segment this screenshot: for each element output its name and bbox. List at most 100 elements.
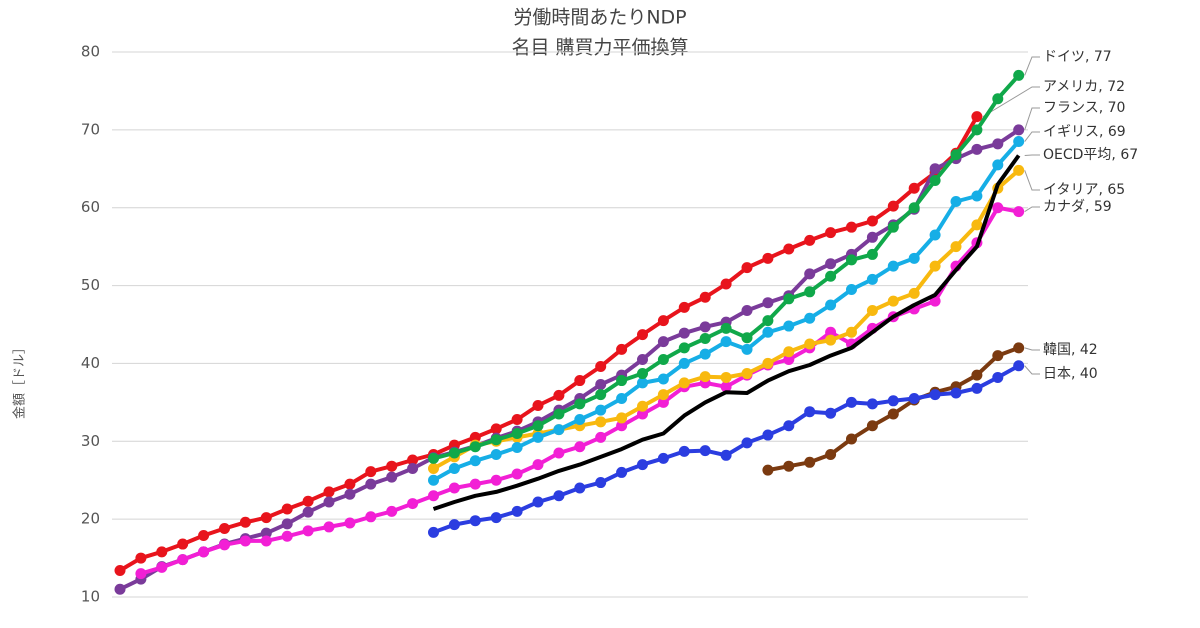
- data-point: [281, 530, 293, 542]
- data-point: [783, 243, 795, 255]
- series-label: アメリカ, 72: [1043, 79, 1125, 95]
- data-point: [783, 320, 795, 332]
- y-axis-label: 金額［ドル］: [12, 341, 28, 419]
- data-point: [616, 375, 628, 387]
- data-point: [720, 336, 732, 348]
- data-point: [657, 373, 669, 385]
- data-point: [469, 515, 481, 527]
- series: [428, 360, 1025, 538]
- data-point: [804, 234, 816, 246]
- data-point: [678, 445, 690, 457]
- data-point: [511, 413, 523, 425]
- leader-line: [982, 86, 1040, 118]
- data-point: [825, 449, 837, 461]
- data-point: [804, 406, 816, 418]
- data-point: [699, 348, 711, 360]
- data-point: [532, 459, 544, 471]
- data-point: [887, 260, 899, 272]
- leader-line: [1024, 365, 1040, 375]
- data-point: [762, 464, 774, 476]
- series-label: OECD平均, 67: [1043, 147, 1138, 163]
- data-point: [678, 377, 690, 389]
- data-point: [198, 546, 210, 558]
- data-point: [239, 535, 251, 547]
- data-point: [866, 248, 878, 260]
- leader-line: [1024, 347, 1040, 351]
- data-point: [616, 420, 628, 432]
- series: [428, 136, 1025, 486]
- data-point: [114, 583, 126, 595]
- data-point: [448, 482, 460, 494]
- data-point: [783, 293, 795, 305]
- data-point: [1013, 360, 1025, 372]
- data-point: [281, 518, 293, 530]
- data-point: [595, 404, 607, 416]
- series: [762, 342, 1025, 476]
- data-point: [825, 299, 837, 311]
- data-point: [992, 93, 1004, 105]
- data-point: [386, 471, 398, 483]
- data-point: [929, 229, 941, 241]
- data-point: [574, 413, 586, 425]
- data-point: [469, 478, 481, 490]
- data-point: [448, 519, 460, 531]
- data-point: [365, 478, 377, 490]
- data-point: [804, 312, 816, 324]
- y-tick-label: 40: [81, 354, 100, 372]
- data-point: [720, 371, 732, 383]
- data-point: [950, 149, 962, 161]
- data-point: [866, 231, 878, 243]
- data-point: [825, 258, 837, 270]
- y-tick-label: 10: [81, 588, 100, 606]
- data-point: [448, 447, 460, 459]
- data-point: [887, 408, 899, 420]
- data-point: [637, 329, 648, 341]
- data-point: [762, 252, 774, 264]
- data-point: [741, 343, 753, 355]
- data-point: [323, 521, 335, 533]
- data-point: [595, 477, 607, 489]
- data-point: [971, 369, 983, 381]
- data-point: [741, 262, 753, 274]
- data-point: [323, 496, 335, 508]
- data-point: [929, 260, 941, 272]
- data-point: [553, 447, 565, 459]
- data-point: [887, 221, 899, 233]
- data-point: [887, 200, 899, 212]
- data-point: [428, 452, 439, 464]
- data-point: [825, 407, 837, 419]
- data-point: [135, 568, 147, 580]
- y-tick-label: 30: [81, 432, 100, 450]
- data-point: [302, 506, 314, 518]
- data-point: [219, 522, 230, 534]
- series-line: [432, 154, 1021, 511]
- data-point: [511, 428, 523, 439]
- data-point: [720, 381, 732, 393]
- data-point: [929, 174, 941, 186]
- data-point: [804, 286, 816, 298]
- data-point: [657, 396, 669, 408]
- data-point: [637, 368, 648, 380]
- data-point: [971, 124, 983, 136]
- data-point: [469, 431, 481, 443]
- data-point: [908, 202, 920, 214]
- data-point: [616, 343, 628, 355]
- data-point: [490, 512, 502, 524]
- series-label: 日本, 40: [1043, 366, 1098, 382]
- data-point: [511, 442, 523, 454]
- data-point: [428, 474, 439, 486]
- data-point: [219, 539, 230, 551]
- data-point: [950, 195, 962, 207]
- data-point: [699, 445, 711, 457]
- data-point: [762, 357, 774, 369]
- series: [428, 69, 1025, 464]
- data-point: [741, 304, 753, 316]
- data-point: [281, 503, 293, 515]
- data-point: [804, 456, 816, 468]
- data-point: [971, 190, 983, 202]
- data-point: [595, 416, 607, 428]
- y-tick-label: 80: [81, 43, 100, 61]
- data-point: [595, 389, 607, 401]
- data-point: [720, 449, 732, 461]
- data-point: [469, 455, 481, 467]
